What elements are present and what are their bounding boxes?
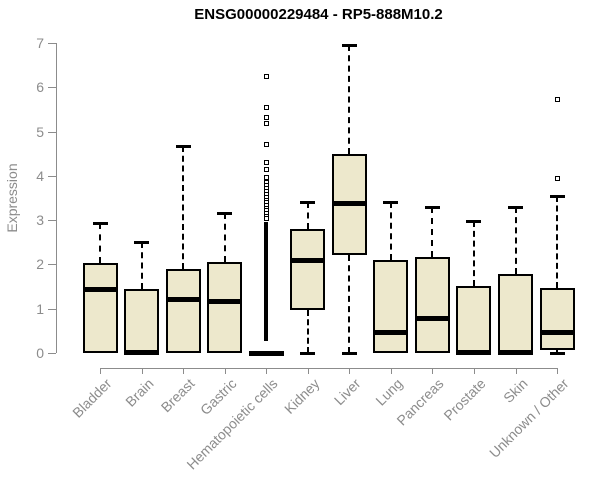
whisker-cap-upper [93, 222, 108, 225]
median-line [207, 299, 242, 304]
chart-title: ENSG00000229484 - RP5-888M10.2 [194, 6, 443, 23]
box-pancreas [415, 257, 450, 353]
x-tick [142, 368, 143, 374]
whisker-upper [515, 207, 517, 274]
whisker-upper [473, 221, 475, 286]
whisker-lower [348, 255, 350, 353]
outlier-point [264, 121, 269, 126]
median-line [166, 297, 201, 302]
median-line [124, 350, 159, 355]
median-line [332, 201, 367, 206]
box-kidney [290, 229, 325, 310]
whisker-upper [390, 202, 392, 260]
x-tick [474, 368, 475, 374]
x-tick [349, 368, 350, 374]
y-tick [48, 87, 56, 88]
box-lung [373, 260, 408, 353]
median-line [540, 330, 575, 335]
whisker-upper [182, 146, 184, 269]
outlier-point [264, 167, 269, 172]
median-line [498, 350, 533, 355]
outlier-point [264, 115, 269, 120]
x-tick [266, 368, 267, 374]
outlier-column [264, 222, 268, 341]
y-tick-label: 4 [36, 168, 44, 184]
outlier-point [264, 105, 269, 110]
outlier-point [264, 142, 269, 147]
median-line [290, 258, 325, 263]
whisker-cap-upper [508, 206, 523, 209]
whisker-cap-lower [300, 352, 315, 355]
x-tick [183, 368, 184, 374]
box-breast [166, 269, 201, 353]
box-prostate [456, 286, 491, 353]
median-line [83, 287, 118, 292]
y-tick [48, 309, 56, 310]
whisker-upper [141, 242, 143, 289]
x-axis-line [100, 368, 558, 369]
whisker-upper [556, 196, 558, 288]
x-tick [432, 368, 433, 374]
x-tick [100, 368, 101, 374]
y-tick-label: 3 [36, 212, 44, 228]
x-tick [225, 368, 226, 374]
whisker-cap-upper [300, 201, 315, 204]
whisker-lower [556, 349, 558, 353]
median-line [373, 330, 408, 335]
whisker-cap-upper [342, 44, 357, 47]
y-tick-label: 1 [36, 301, 44, 317]
median-line [456, 350, 491, 355]
y-tick-label: 5 [36, 124, 44, 140]
y-tick [48, 264, 56, 265]
whisker-cap-upper [425, 206, 440, 209]
whisker-upper [99, 223, 101, 263]
y-tick-label: 2 [36, 256, 44, 272]
whisker-cap-upper [217, 212, 232, 215]
y-tick [48, 43, 56, 44]
whisker-cap-lower [550, 352, 565, 355]
box-unknown-other [540, 288, 575, 350]
outlier-point [264, 175, 269, 180]
median-line [415, 316, 450, 321]
y-axis-line [56, 43, 57, 353]
y-tick-label: 6 [36, 79, 44, 95]
y-tick [48, 220, 56, 221]
x-tick [516, 368, 517, 374]
whisker-upper [224, 213, 226, 262]
x-tick [557, 368, 558, 374]
y-tick-label: 7 [36, 35, 44, 51]
whisker-cap-upper [466, 220, 481, 223]
whisker-lower [307, 310, 309, 353]
whisker-upper [307, 202, 309, 229]
y-tick [48, 353, 56, 354]
outlier-point [555, 97, 560, 102]
y-tick-label: 0 [36, 345, 44, 361]
x-tick [308, 368, 309, 374]
box-bladder [83, 263, 118, 353]
whisker-upper [431, 207, 433, 257]
whisker-cap-upper [176, 145, 191, 148]
y-tick [48, 176, 56, 177]
outlier-point [264, 216, 269, 221]
whisker-cap-upper [383, 201, 398, 204]
outlier-point [264, 160, 269, 165]
box-gastric [207, 262, 242, 353]
whisker-cap-lower [342, 352, 357, 355]
y-tick [48, 132, 56, 133]
box-brain [124, 289, 159, 353]
outlier-point [264, 74, 269, 79]
whisker-cap-upper [134, 241, 149, 244]
median-line [249, 351, 284, 356]
box-skin [498, 274, 533, 353]
x-tick [391, 368, 392, 374]
outlier-point [555, 176, 560, 181]
whisker-cap-upper [550, 195, 565, 198]
whisker-upper [348, 45, 350, 154]
